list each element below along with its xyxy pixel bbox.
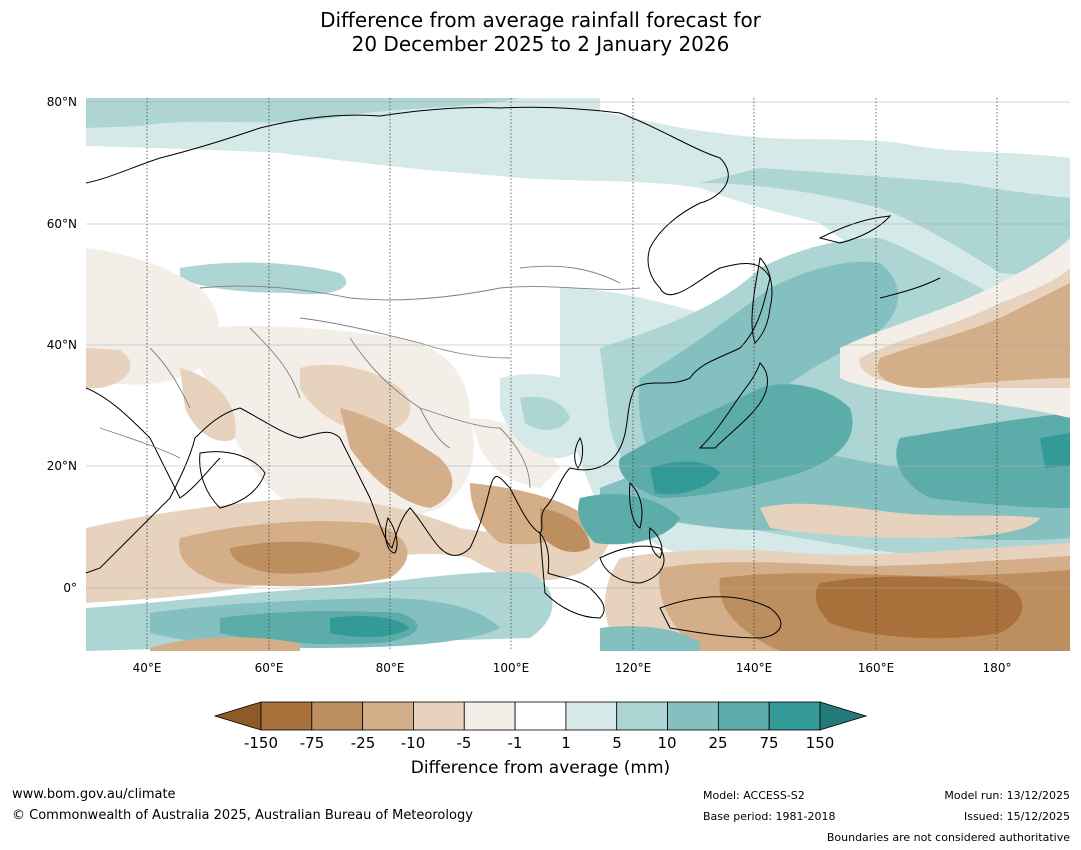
- model-name: Model: ACCESS-S2: [703, 789, 805, 802]
- cb-tick-7: 5: [612, 734, 622, 752]
- colorbar-label: Difference from average (mm): [410, 758, 671, 778]
- cb-tick-9: 25: [708, 734, 727, 752]
- lon-label-100e: 100°E: [493, 661, 530, 675]
- colorbar-over-arrow: [819, 701, 868, 731]
- colorbar-cell-8: [667, 701, 719, 731]
- longitude-labels: 40°E 60°E 80°E 100°E 120°E 140°E 160°E 1…: [133, 661, 1012, 675]
- title-line-1: Difference from average rainfall forecas…: [320, 8, 761, 32]
- lon-label-160e: 160°E: [858, 661, 895, 675]
- colorbar-tick-labels: -150 -75 -25 -10 -5 -1 1 5 10 25 75 150: [244, 734, 834, 752]
- map-title: Difference from average rainfall forecas…: [0, 8, 1081, 56]
- boundaries-note: Boundaries are not considered authoritat…: [826, 831, 1070, 844]
- lat-label-0: 0°: [63, 581, 77, 595]
- lon-label-120e: 120°E: [615, 661, 652, 675]
- lat-label-60n: 60°N: [47, 217, 77, 231]
- longitude-gridlines: [146, 98, 998, 651]
- lon-label-80e: 80°E: [376, 661, 405, 675]
- colorbar-cells: [260, 701, 821, 731]
- colorbar-cell-5: [514, 701, 567, 731]
- title-line-2: 20 December 2025 to 2 January 2026: [351, 32, 730, 56]
- issued-date: Issued: 15/12/2025: [963, 810, 1070, 823]
- colorbar-cell-1: [311, 701, 364, 731]
- colorbar-cell-7: [616, 701, 668, 731]
- cb-tick-6: 1: [561, 734, 571, 752]
- map-svg: 80°N 60°N 40°N 20°N 0° 40°E 60°E 80°E 10…: [47, 95, 1070, 675]
- cb-tick-1: -75: [300, 734, 325, 752]
- lon-label-140e: 140°E: [736, 661, 773, 675]
- colorbar-cell-4: [463, 701, 516, 731]
- colorbar-cell-9: [717, 701, 770, 731]
- lat-label-40n: 40°N: [47, 338, 77, 352]
- latitude-gridlines: [86, 101, 1070, 589]
- copyright-text: © Commonwealth of Australia 2025, Austra…: [12, 808, 473, 823]
- latitude-labels: 80°N 60°N 40°N 20°N 0°: [47, 95, 77, 595]
- cb-tick-5: -1: [508, 734, 523, 752]
- colorbar: -150 -75 -25 -10 -5 -1 1 5 10 25 75 150: [0, 692, 1081, 760]
- cb-tick-2: -25: [351, 734, 376, 752]
- cb-tick-0: -150: [244, 734, 278, 752]
- coastlines: [86, 106, 941, 639]
- lon-label-40e: 40°E: [133, 661, 162, 675]
- lon-label-180: 180°: [983, 661, 1012, 675]
- cb-tick-8: 10: [657, 734, 676, 752]
- colorbar-under-arrow: [213, 701, 262, 731]
- colorbar-cell-6: [565, 701, 618, 731]
- forecast-map: 80°N 60°N 40°N 20°N 0° 40°E 60°E 80°E 10…: [0, 88, 1081, 692]
- colorbar-cell-3: [413, 701, 465, 731]
- cb-tick-4: -5: [457, 734, 472, 752]
- cb-tick-3: -10: [401, 734, 426, 752]
- website-link[interactable]: www.bom.gov.au/climate: [12, 787, 176, 802]
- lat-label-80n: 80°N: [47, 95, 77, 109]
- model-run-date: Model run: 13/12/2025: [944, 789, 1070, 802]
- colorbar-cell-10: [768, 701, 821, 731]
- cb-tick-10: 75: [759, 734, 778, 752]
- colorbar-cell-2: [362, 701, 414, 731]
- cb-tick-11: 150: [806, 734, 835, 752]
- map-field: [86, 98, 1070, 651]
- colorbar-cell-0: [260, 701, 313, 731]
- lon-label-60e: 60°E: [255, 661, 284, 675]
- country-borders: [99, 265, 641, 489]
- lat-label-20n: 20°N: [47, 459, 77, 473]
- colorbar-svg: -150 -75 -25 -10 -5 -1 1 5 10 25 75 150: [213, 701, 868, 752]
- base-period: Base period: 1981-2018: [703, 810, 836, 823]
